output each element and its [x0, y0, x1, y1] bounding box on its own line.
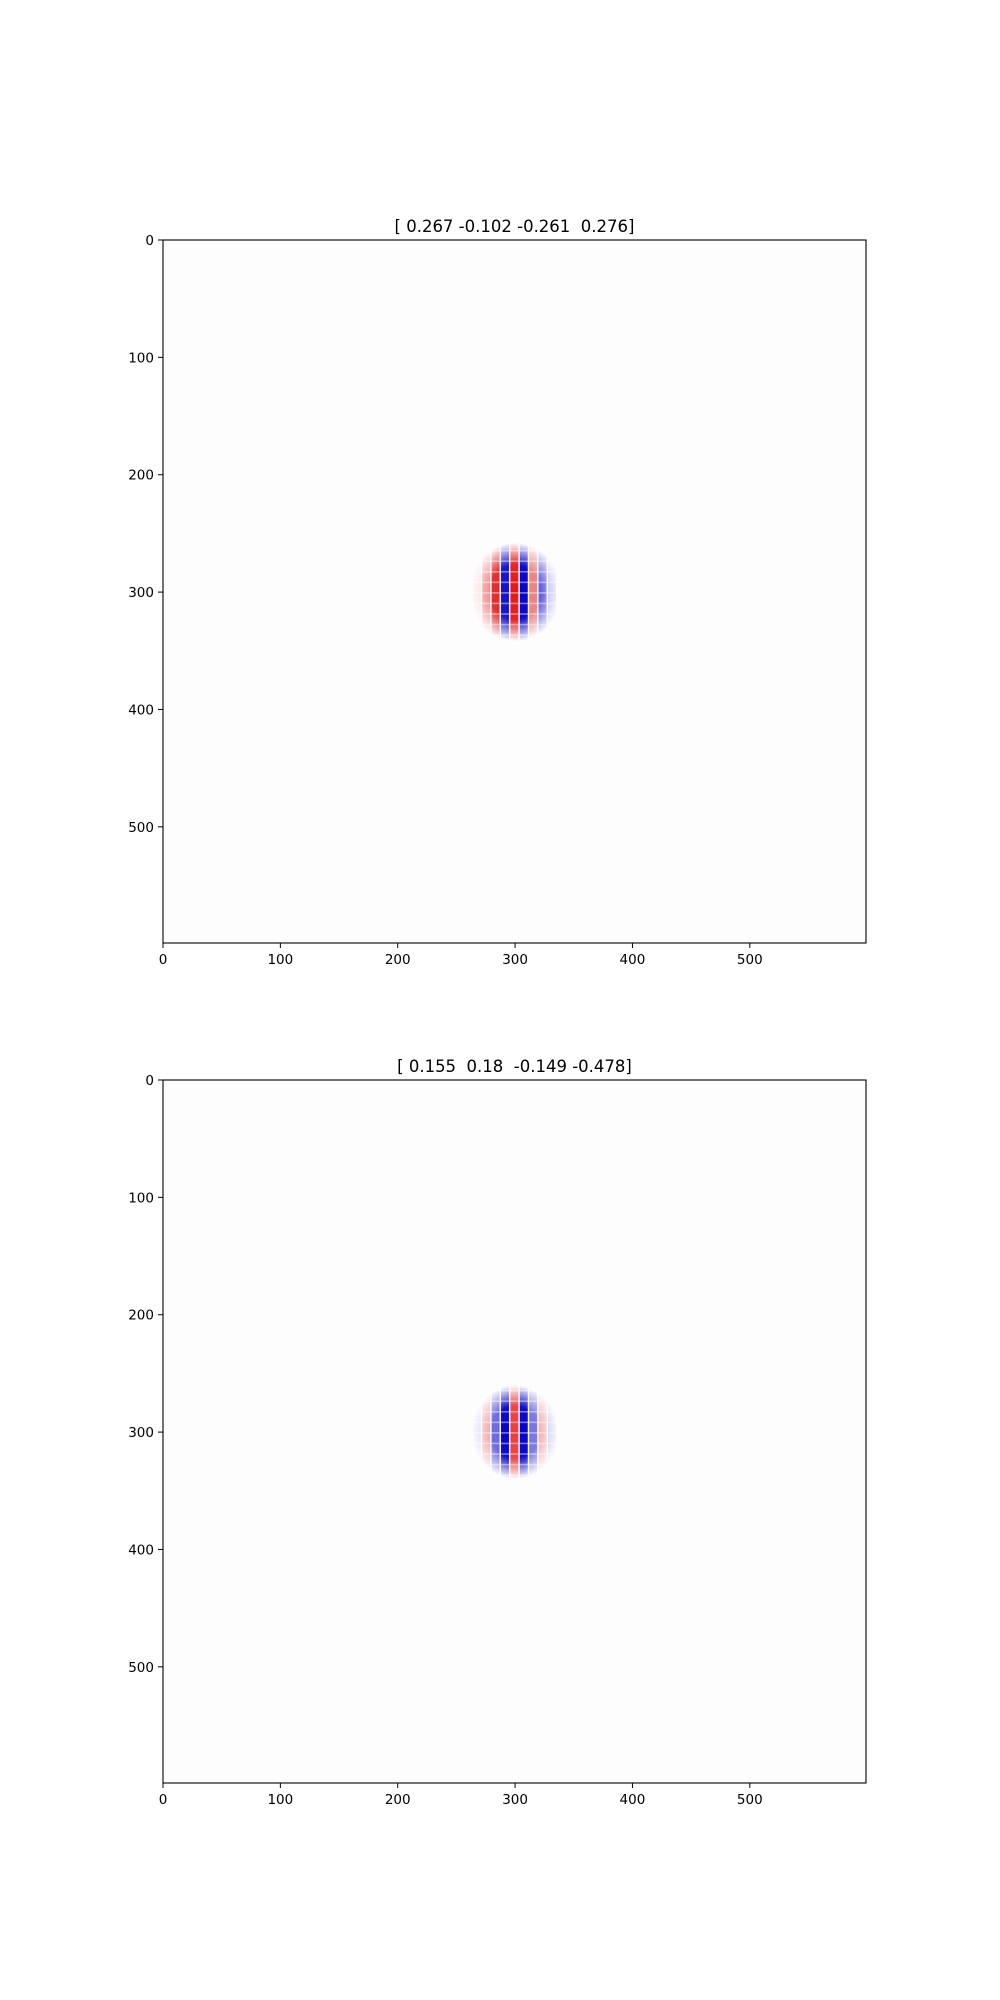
heatmap-blob [468, 540, 563, 644]
y-tick-label: 300 [128, 1425, 154, 1441]
heatmap-texture-line [470, 1389, 560, 1392]
axes-frame [162, 1079, 867, 1784]
heatmap-stripe [491, 540, 500, 644]
x-tick-label: 0 [159, 952, 168, 968]
heatmap-blob [470, 1383, 560, 1482]
x-tick-label: 200 [385, 952, 411, 968]
heatmap-texture-line [470, 1410, 560, 1413]
heatmap-stripe [538, 540, 547, 644]
x-tick-label: 400 [620, 952, 646, 968]
chart-title: [ 0.155 0.18 -0.149 -0.478] [397, 1057, 632, 1076]
x-tick-label: 200 [385, 1792, 411, 1808]
heatmap-stripe [519, 1383, 528, 1482]
heatmap-texture-line [470, 1474, 560, 1476]
x-tick-label: 0 [159, 1792, 168, 1808]
heatmap-chart-1: 0 100 200 300 400 500 0 100 200 300 400 500 [ 0.267 … [128, 217, 867, 968]
heatmap-stripe [482, 540, 491, 644]
heatmap-texture-line [470, 1442, 560, 1445]
heatmap-texture-line [470, 1400, 560, 1402]
heatmap-panel-1: 0 100 200 300 400 500 0 100 200 300 400 500 [ 0.267 … [128, 217, 867, 968]
heatmap-texture-line [468, 549, 563, 552]
heatmap-texture-line [468, 623, 563, 626]
y-tick-label: 0 [145, 1073, 154, 1089]
heatmap-texture-line [470, 1453, 560, 1455]
x-tick-label: 500 [737, 1792, 763, 1808]
heatmap-texture-line [468, 581, 563, 584]
heatmap-texture-line [470, 1463, 560, 1466]
heatmap-stripe [482, 1383, 491, 1482]
y-tick-label: 400 [128, 702, 154, 718]
y-tick-label: 500 [128, 1660, 154, 1676]
chart-title: [ 0.267 -0.102 -0.261 0.276] [395, 217, 635, 236]
heatmap-texture-line [470, 1421, 560, 1424]
heatmap-stripe [510, 540, 519, 644]
x-tick-label: 100 [267, 952, 293, 968]
heatmap-stripe [510, 1383, 519, 1482]
heatmap-texture-line [468, 560, 563, 562]
heatmap-stripe [501, 540, 509, 644]
heatmap-texture-line [468, 613, 563, 615]
heatmap-texture-line [468, 570, 563, 573]
heatmap-stripe [472, 540, 481, 644]
x-tick-label: 400 [620, 1792, 646, 1808]
heatmap-stripe [547, 540, 556, 644]
heatmap-texture-line [470, 1432, 560, 1434]
axes-frame [162, 239, 867, 944]
heatmap-stripe [538, 1383, 547, 1482]
heatmap-texture-line [468, 592, 563, 594]
heatmap-stripe [519, 540, 528, 644]
y-tick-label: 300 [128, 585, 154, 601]
y-tick-label: 100 [128, 1190, 154, 1206]
heatmap-panel-2: 0 100 200 300 400 500 0 100 200 300 400 500 [ 0.155 … [0, 840, 1000, 1840]
x-tick-label: 300 [502, 952, 528, 968]
y-tick-label: 0 [145, 233, 154, 249]
y-tick-label: 200 [128, 468, 154, 484]
y-tick-label: 200 [128, 1308, 154, 1324]
y-tick-label: 400 [128, 1542, 154, 1558]
x-tick-label: 500 [737, 952, 763, 968]
heatmap-stripe [472, 1383, 481, 1482]
heatmap-stripe [547, 1383, 556, 1482]
heatmap-stripe [501, 1383, 509, 1482]
heatmap-stripe [491, 1383, 500, 1482]
heatmap-texture-line [468, 602, 563, 605]
x-tick-label: 300 [502, 1792, 528, 1808]
heatmap-chart-2: 0 100 200 300 400 500 0 100 200 300 400 500 [ 0.155 … [128, 1057, 867, 1808]
y-tick-label: 100 [128, 350, 154, 366]
heatmap-texture-line [468, 634, 563, 636]
heatmap-stripe [529, 540, 538, 644]
x-tick-label: 100 [267, 1792, 293, 1808]
heatmap-stripe [529, 1383, 538, 1482]
y-tick-label: 500 [128, 820, 154, 836]
